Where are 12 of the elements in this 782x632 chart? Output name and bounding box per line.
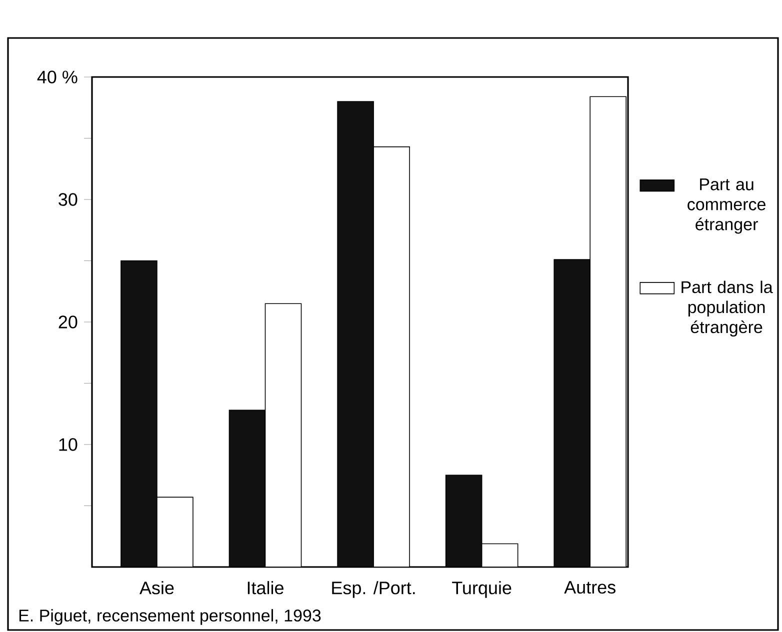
y-tick-label: 20 (58, 316, 78, 328)
legend-label: Part dans la population étrangère (682, 280, 773, 337)
x-tick-label: Asie (139, 581, 174, 594)
y-tick-label: 40 % (37, 70, 78, 84)
x-tick-label: Italie (248, 581, 284, 594)
x-tick-label: Esp. /Port. (332, 581, 415, 598)
y-tick-label: 10 (59, 438, 78, 451)
text: E. Piguet, recensement personnel, 1993 (19, 609, 321, 625)
x-tick-label: Autres (564, 581, 616, 594)
y-tick-label: 30 (58, 193, 78, 206)
x-tick-label: Turquie (452, 581, 512, 598)
legend-label: Part au commerce étranger (688, 178, 766, 234)
